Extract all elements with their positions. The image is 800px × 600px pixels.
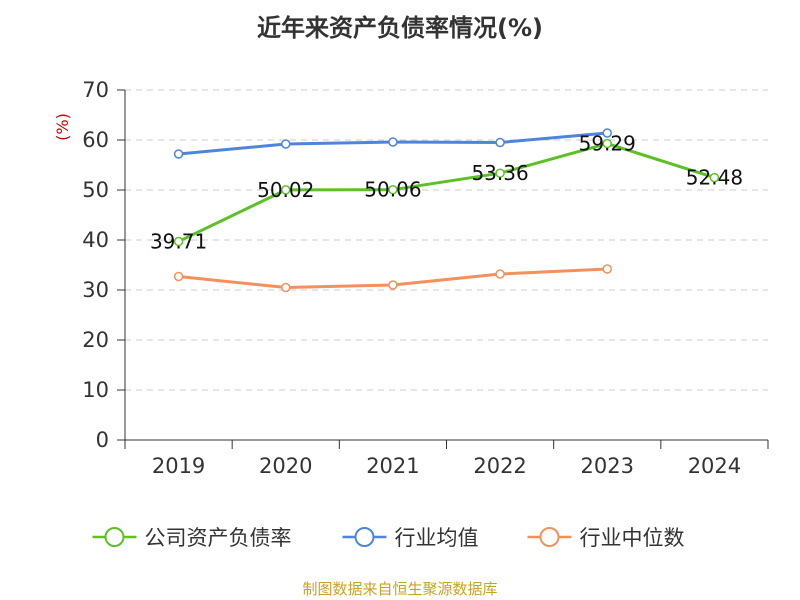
legend-label: 行业均值 [395, 526, 479, 550]
legend-label: 行业中位数 [580, 526, 685, 550]
legend-marker [354, 527, 375, 547]
y-tick-label: 10 [82, 378, 109, 402]
data-point [173, 149, 184, 159]
data-point [281, 282, 291, 293]
y-tick-label: 40 [82, 228, 109, 252]
y-tick-label: 30 [82, 278, 109, 302]
legend-marker [539, 527, 560, 547]
legend-marker [104, 527, 125, 547]
data-point [388, 137, 398, 147]
legend-label: 公司资产负债率 [145, 526, 292, 550]
series-line [177, 142, 715, 243]
data-point [281, 185, 291, 195]
data-labels: 39.71 50.02 50.06 53.36 59.29 52.48 [150, 132, 743, 254]
data-point [388, 280, 398, 290]
data-label: 52.48 [686, 166, 743, 190]
legend-item[interactable]: 公司资产负债率 [92, 526, 292, 550]
data-point [602, 128, 612, 138]
data-point [173, 271, 184, 282]
y-tick-label: 0 [96, 428, 109, 452]
legend: 公司资产负债率 行业均值 行业中位数 [92, 526, 685, 550]
data-point [602, 138, 612, 149]
data-label: 59.29 [579, 132, 636, 156]
y-tick-label: 20 [82, 328, 109, 352]
data-label: 53.36 [471, 161, 528, 185]
data-point [495, 168, 505, 178]
y-axis-label: (%) [53, 113, 72, 141]
grid-lines [125, 89, 768, 391]
data-label: 39.71 [150, 229, 207, 253]
data-point [602, 264, 612, 274]
data-label: 50.06 [364, 178, 421, 202]
chart-title: 近年来资产负债率情况(%) [257, 14, 543, 42]
data-label: 50.02 [257, 178, 314, 202]
x-tick-label: 2019 [152, 454, 205, 478]
legend-item[interactable]: 行业均值 [342, 526, 479, 550]
x-tick-label: 2021 [366, 454, 419, 478]
series-layer [173, 128, 720, 293]
data-point [495, 269, 505, 279]
x-tick-label: 2024 [688, 454, 741, 478]
x-tick-label: 2020 [259, 454, 312, 478]
x-tick-label: 2023 [581, 454, 634, 478]
data-point [173, 236, 184, 247]
y-tick-label: 60 [82, 128, 109, 152]
y-tick-label: 50 [82, 178, 109, 202]
data-point [495, 137, 505, 148]
y-tick-label: 70 [82, 78, 109, 102]
x-tick-label: 2022 [473, 454, 526, 478]
data-point [281, 139, 291, 149]
data-point [388, 184, 398, 195]
data-point [709, 172, 720, 183]
source-note: 制图数据来自恒生聚源数据库 [302, 580, 498, 598]
axes: 0 10 20 30 40 50 60 70 2019 2020 2021 2022 2023 2024 (… [53, 78, 769, 478]
legend-item[interactable]: 行业中位数 [527, 526, 685, 550]
